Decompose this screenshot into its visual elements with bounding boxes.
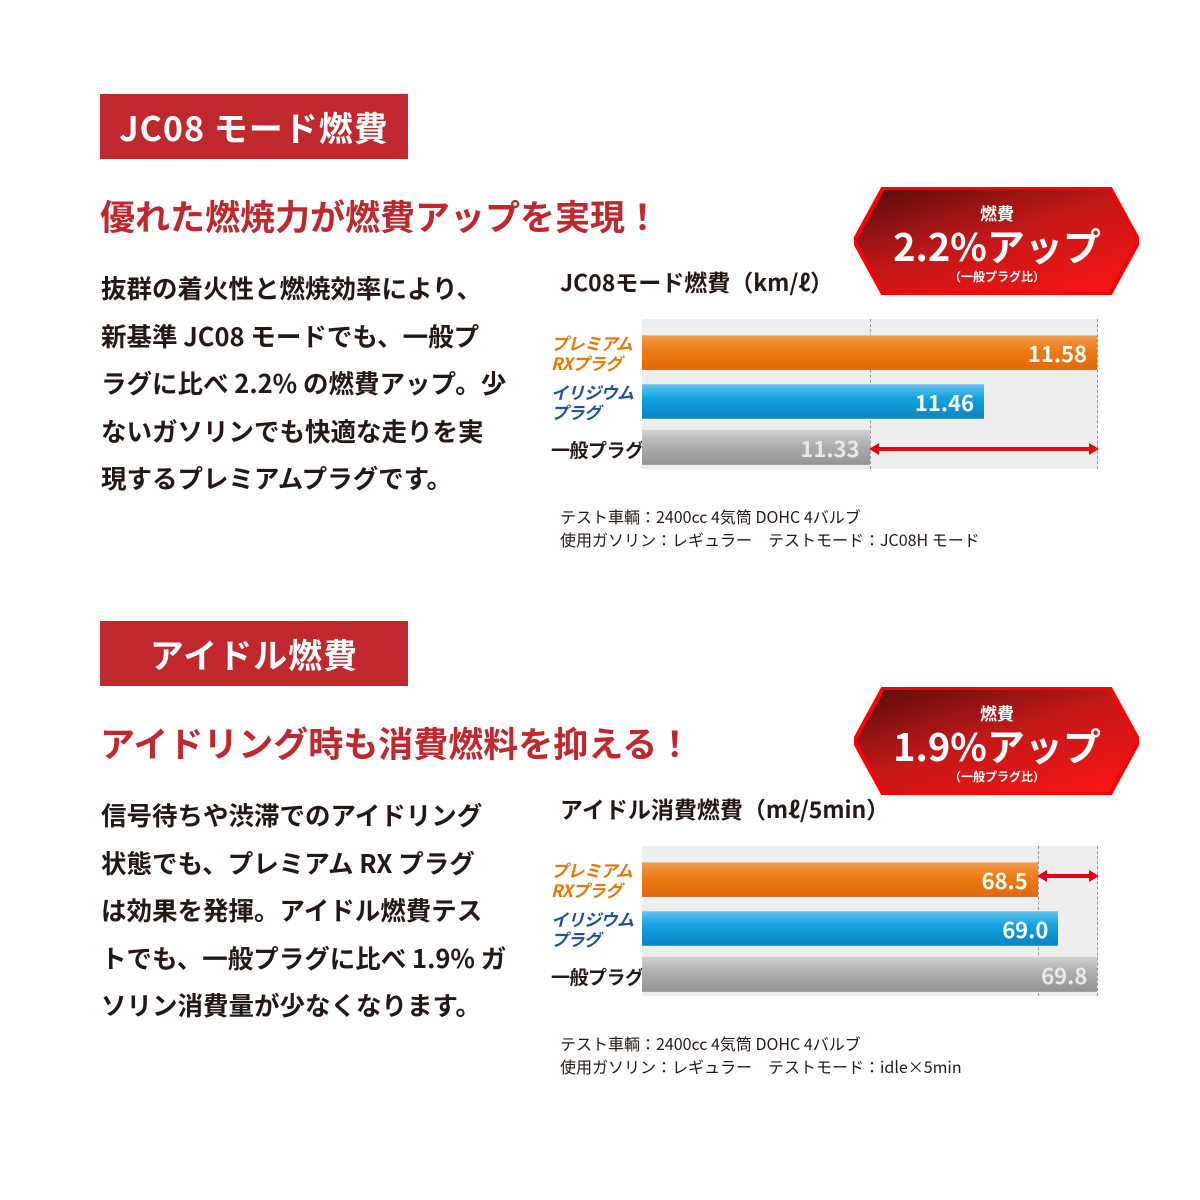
svg-text:1.9%アップ: 1.9%アップ xyxy=(893,717,1101,772)
svg-text:（一般プラグ比）: （一般プラグ比） xyxy=(949,768,1045,785)
svg-text:2.2%アップ: 2.2%アップ xyxy=(893,217,1101,272)
svg-text:（一般プラグ比）: （一般プラグ比） xyxy=(949,268,1045,285)
